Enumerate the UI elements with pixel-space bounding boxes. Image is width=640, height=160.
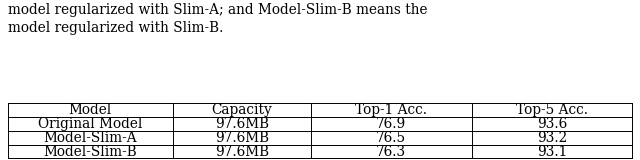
Text: 76.3: 76.3 [376,144,406,159]
Text: Top-1 Acc.: Top-1 Acc. [355,103,428,117]
Text: Top-5 Acc.: Top-5 Acc. [516,103,588,117]
Text: Original Model: Original Model [38,117,143,131]
Text: Capacity: Capacity [212,103,272,117]
Text: model regularized with Slim-A; and Model-Slim-B means the
model regularized with: model regularized with Slim-A; and Model… [8,3,427,35]
Text: 97.6MB: 97.6MB [215,117,269,131]
Text: Model-Slim-B: Model-Slim-B [44,144,138,159]
Text: 97.6MB: 97.6MB [215,131,269,145]
Text: Model: Model [69,103,112,117]
Text: Model-Slim-A: Model-Slim-A [44,131,137,145]
Text: 93.6: 93.6 [537,117,567,131]
Text: 93.2: 93.2 [537,131,567,145]
Text: 93.1: 93.1 [537,144,567,159]
Text: 97.6MB: 97.6MB [215,144,269,159]
Text: 76.5: 76.5 [376,131,406,145]
Text: 76.9: 76.9 [376,117,406,131]
